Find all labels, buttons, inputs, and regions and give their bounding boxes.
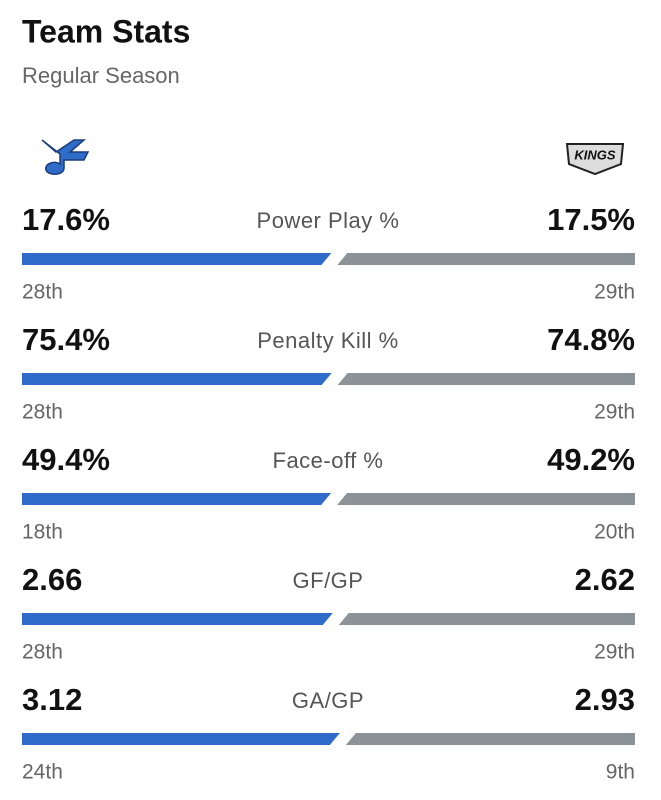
home-rank: 24th [22, 761, 63, 784]
home-bar [22, 613, 333, 625]
home-value: 49.4% [22, 442, 110, 477]
svg-text:KINGS: KINGS [574, 147, 616, 162]
away-rank: 29th [594, 401, 635, 424]
stat-label: Penalty Kill % [257, 328, 399, 353]
away-bar [337, 373, 635, 385]
home-rank: 28th [22, 401, 63, 424]
home-rank: 28th [22, 281, 63, 304]
home-bar [22, 493, 332, 505]
home-value: 3.12 [22, 682, 82, 717]
home-value: 17.6% [22, 202, 110, 237]
away-value: 49.2% [547, 442, 635, 477]
away-bar [345, 733, 635, 745]
away-rank: 20th [594, 521, 635, 544]
home-bar [22, 733, 340, 745]
away-rank: 29th [594, 641, 635, 664]
title: Team Stats [22, 13, 190, 49]
away-bar [337, 493, 635, 505]
home-rank: 28th [22, 641, 63, 664]
stat-label: GA/GP [292, 688, 364, 713]
home-value: 2.66 [22, 562, 82, 597]
away-rank: 29th [594, 281, 635, 304]
away-value: 2.62 [575, 562, 635, 597]
away-bar [338, 613, 635, 625]
stat-label: Face-off % [273, 448, 384, 473]
home-bar [22, 253, 332, 265]
home-bar [22, 373, 332, 385]
away-rank: 9th [606, 761, 635, 784]
away-value: 2.93 [575, 682, 635, 717]
home-rank: 18th [22, 521, 63, 544]
home-value: 75.4% [22, 322, 110, 357]
away-value: 17.5% [547, 202, 635, 237]
subtitle: Regular Season [22, 63, 180, 88]
away-logo: KINGS [565, 143, 625, 176]
away-bar [337, 253, 635, 265]
away-value: 74.8% [547, 322, 635, 357]
home-logo [41, 139, 90, 175]
stat-label: GF/GP [293, 568, 364, 593]
stat-label: Power Play % [257, 208, 400, 233]
